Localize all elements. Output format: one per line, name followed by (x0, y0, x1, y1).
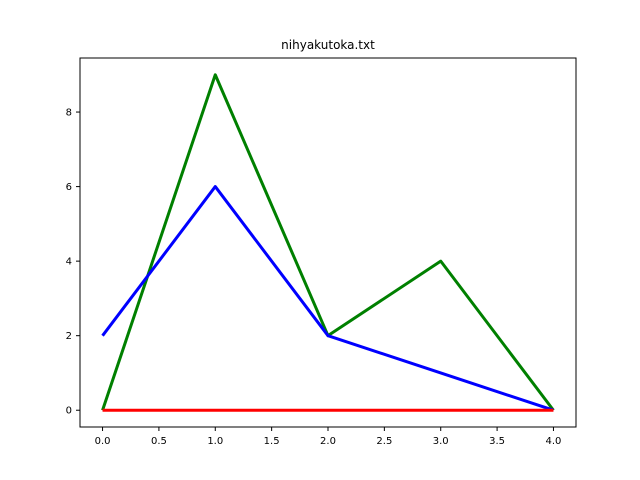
x-tick-label: 4.0 (546, 436, 562, 447)
x-tick-label: 3.0 (433, 436, 449, 447)
y-tick-label: 0 (66, 406, 72, 417)
x-tick-label: 2.5 (376, 436, 392, 447)
y-tick-label: 8 (66, 108, 72, 119)
series-line-2 (101, 185, 554, 412)
x-tick-label: 2.0 (320, 436, 336, 447)
plot-frame (79, 57, 577, 428)
x-tick-label: 3.5 (489, 436, 505, 447)
series-line-1 (101, 73, 555, 412)
x-tick-label: 1.0 (207, 436, 223, 447)
y-axis: 0 2 4 6 8 (66, 108, 80, 417)
x-axis: 0.0 0.5 1.0 1.5 2.0 2.5 3.0 3.5 4.0 (95, 427, 562, 447)
y-tick-label: 6 (66, 182, 72, 193)
y-tick-label: 2 (66, 331, 72, 342)
x-tick-label: 1.5 (264, 436, 280, 447)
x-tick-label: 0.0 (95, 436, 111, 447)
series-layer (101, 73, 555, 412)
y-tick-label: 4 (66, 257, 72, 268)
x-tick-label: 0.5 (151, 436, 167, 447)
chart-title: nihyakutoka.txt (281, 38, 375, 52)
